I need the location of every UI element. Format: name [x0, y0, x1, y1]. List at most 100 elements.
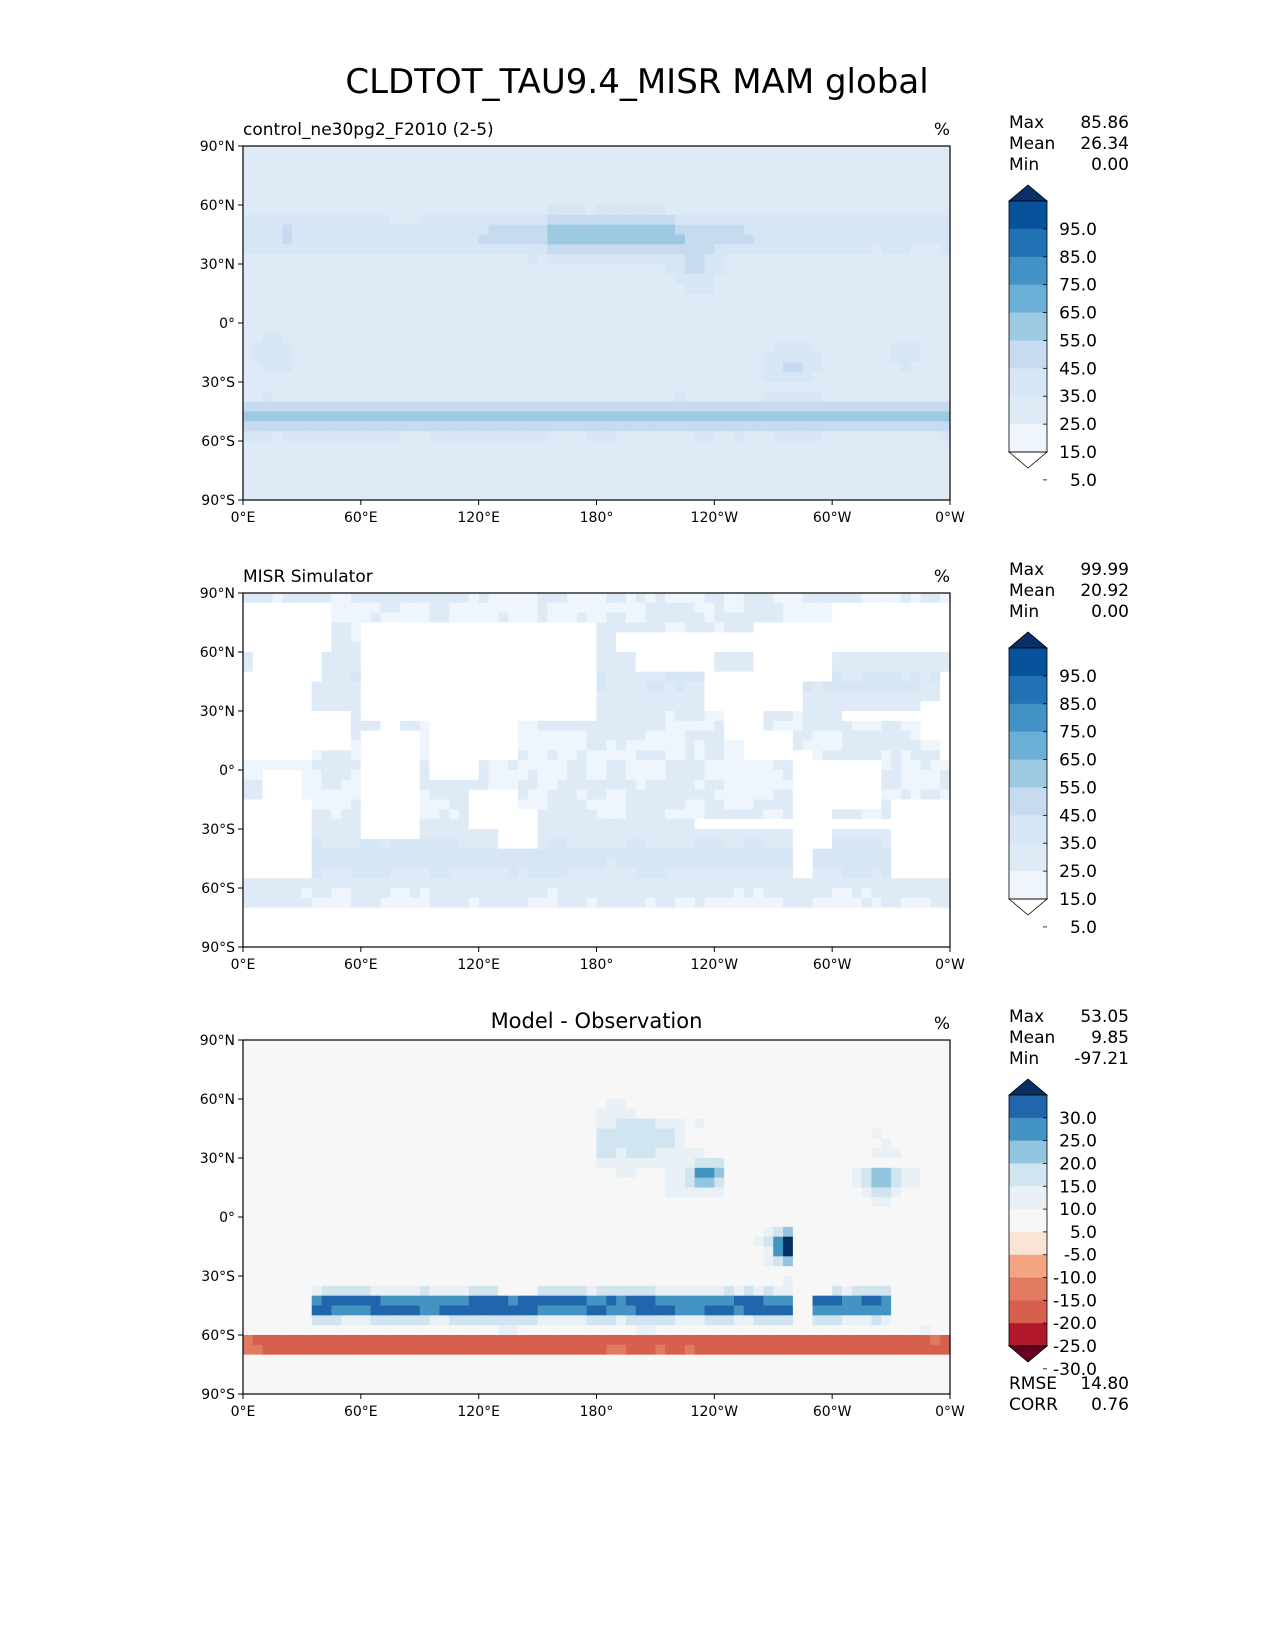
map-cell — [351, 401, 362, 413]
map-cell — [635, 146, 647, 157]
map-cell — [400, 829, 411, 840]
map-cell — [763, 868, 774, 879]
map-cell — [802, 691, 814, 702]
map-cell — [625, 283, 637, 295]
map-cell — [871, 612, 882, 624]
map-cell — [459, 907, 470, 919]
map-cell — [586, 401, 598, 413]
map-cell — [459, 671, 470, 683]
map-cell — [311, 730, 323, 742]
map-cell — [724, 681, 735, 692]
map-cell — [439, 868, 450, 879]
map-cell — [675, 770, 686, 781]
map-cell — [655, 146, 666, 157]
map-cell — [360, 313, 372, 324]
map-cell — [439, 740, 450, 751]
map-cell — [272, 224, 283, 236]
map-cell — [498, 652, 509, 663]
map-cell — [910, 460, 922, 472]
map-cell — [861, 313, 873, 324]
map-cell — [360, 146, 372, 157]
map-cell — [616, 175, 627, 186]
map-cell — [920, 185, 931, 196]
map-cell — [606, 809, 617, 820]
map-cell — [243, 750, 254, 761]
map-cell — [341, 809, 352, 820]
map-cell — [733, 480, 745, 491]
map-cell — [527, 195, 539, 206]
map-cell — [881, 431, 892, 442]
map-cell — [292, 165, 303, 177]
map-cell — [861, 431, 873, 442]
map-cell — [262, 450, 274, 462]
map-cell — [900, 244, 912, 255]
map-cell — [675, 313, 686, 324]
map-cell — [841, 273, 853, 285]
map-cell — [851, 937, 863, 948]
map-cell — [439, 401, 450, 413]
map-cell — [527, 770, 539, 781]
map-cell — [792, 480, 804, 491]
map-cell — [537, 917, 548, 928]
map-cell — [606, 612, 617, 624]
stat-value: 26.34 — [1080, 134, 1129, 154]
map-cell — [596, 701, 607, 712]
map-cell — [665, 671, 676, 683]
map-cell — [321, 711, 332, 722]
map-cell — [704, 185, 715, 196]
map-cell — [311, 450, 323, 462]
map-cell — [301, 224, 313, 236]
map-cell — [783, 868, 794, 879]
map-cell — [360, 671, 372, 683]
map-cell — [841, 888, 853, 899]
map-cell — [262, 612, 274, 624]
map-cell — [576, 480, 588, 491]
map-cell — [498, 352, 509, 363]
map-cell — [586, 770, 598, 781]
map-cell — [871, 352, 882, 363]
map-cell — [753, 760, 765, 771]
map-cell — [341, 917, 352, 928]
map-cell — [321, 671, 332, 683]
map-cell — [429, 352, 440, 363]
map-cell — [635, 789, 647, 801]
map-cell — [616, 244, 627, 255]
map-cell — [792, 372, 804, 383]
map-cell — [724, 391, 735, 403]
map-cell — [468, 313, 480, 324]
map-cell — [724, 165, 735, 177]
map-cell — [517, 313, 529, 324]
map-cell — [586, 264, 598, 275]
map-cell — [459, 303, 470, 314]
map-cell — [243, 421, 254, 432]
map-cell — [478, 411, 490, 422]
map-cell — [724, 205, 735, 216]
map-cell — [449, 362, 460, 373]
map-cell — [419, 917, 431, 928]
map-cell — [714, 760, 725, 771]
map-cell — [616, 293, 627, 304]
map-cell — [763, 332, 774, 344]
map-cell — [773, 214, 784, 226]
map-cell — [468, 460, 480, 472]
map-cell — [871, 858, 882, 869]
map-cell — [390, 799, 401, 810]
map-cell — [380, 878, 391, 889]
map-cell — [478, 858, 490, 869]
map-cell — [733, 490, 745, 501]
map-cell — [625, 490, 637, 501]
map-cell — [390, 391, 401, 403]
map-cell — [301, 848, 313, 860]
map-cell — [773, 342, 784, 354]
map-cell — [282, 146, 293, 157]
map-cell — [606, 490, 617, 501]
map-cell — [370, 740, 382, 751]
map-cell — [282, 401, 293, 413]
map-cell — [606, 937, 617, 948]
map-cell — [684, 711, 696, 722]
map-cell — [635, 907, 647, 919]
map-cell — [478, 612, 490, 624]
map-cell — [576, 372, 588, 383]
map-cell — [380, 927, 391, 938]
map-cell — [625, 441, 637, 452]
